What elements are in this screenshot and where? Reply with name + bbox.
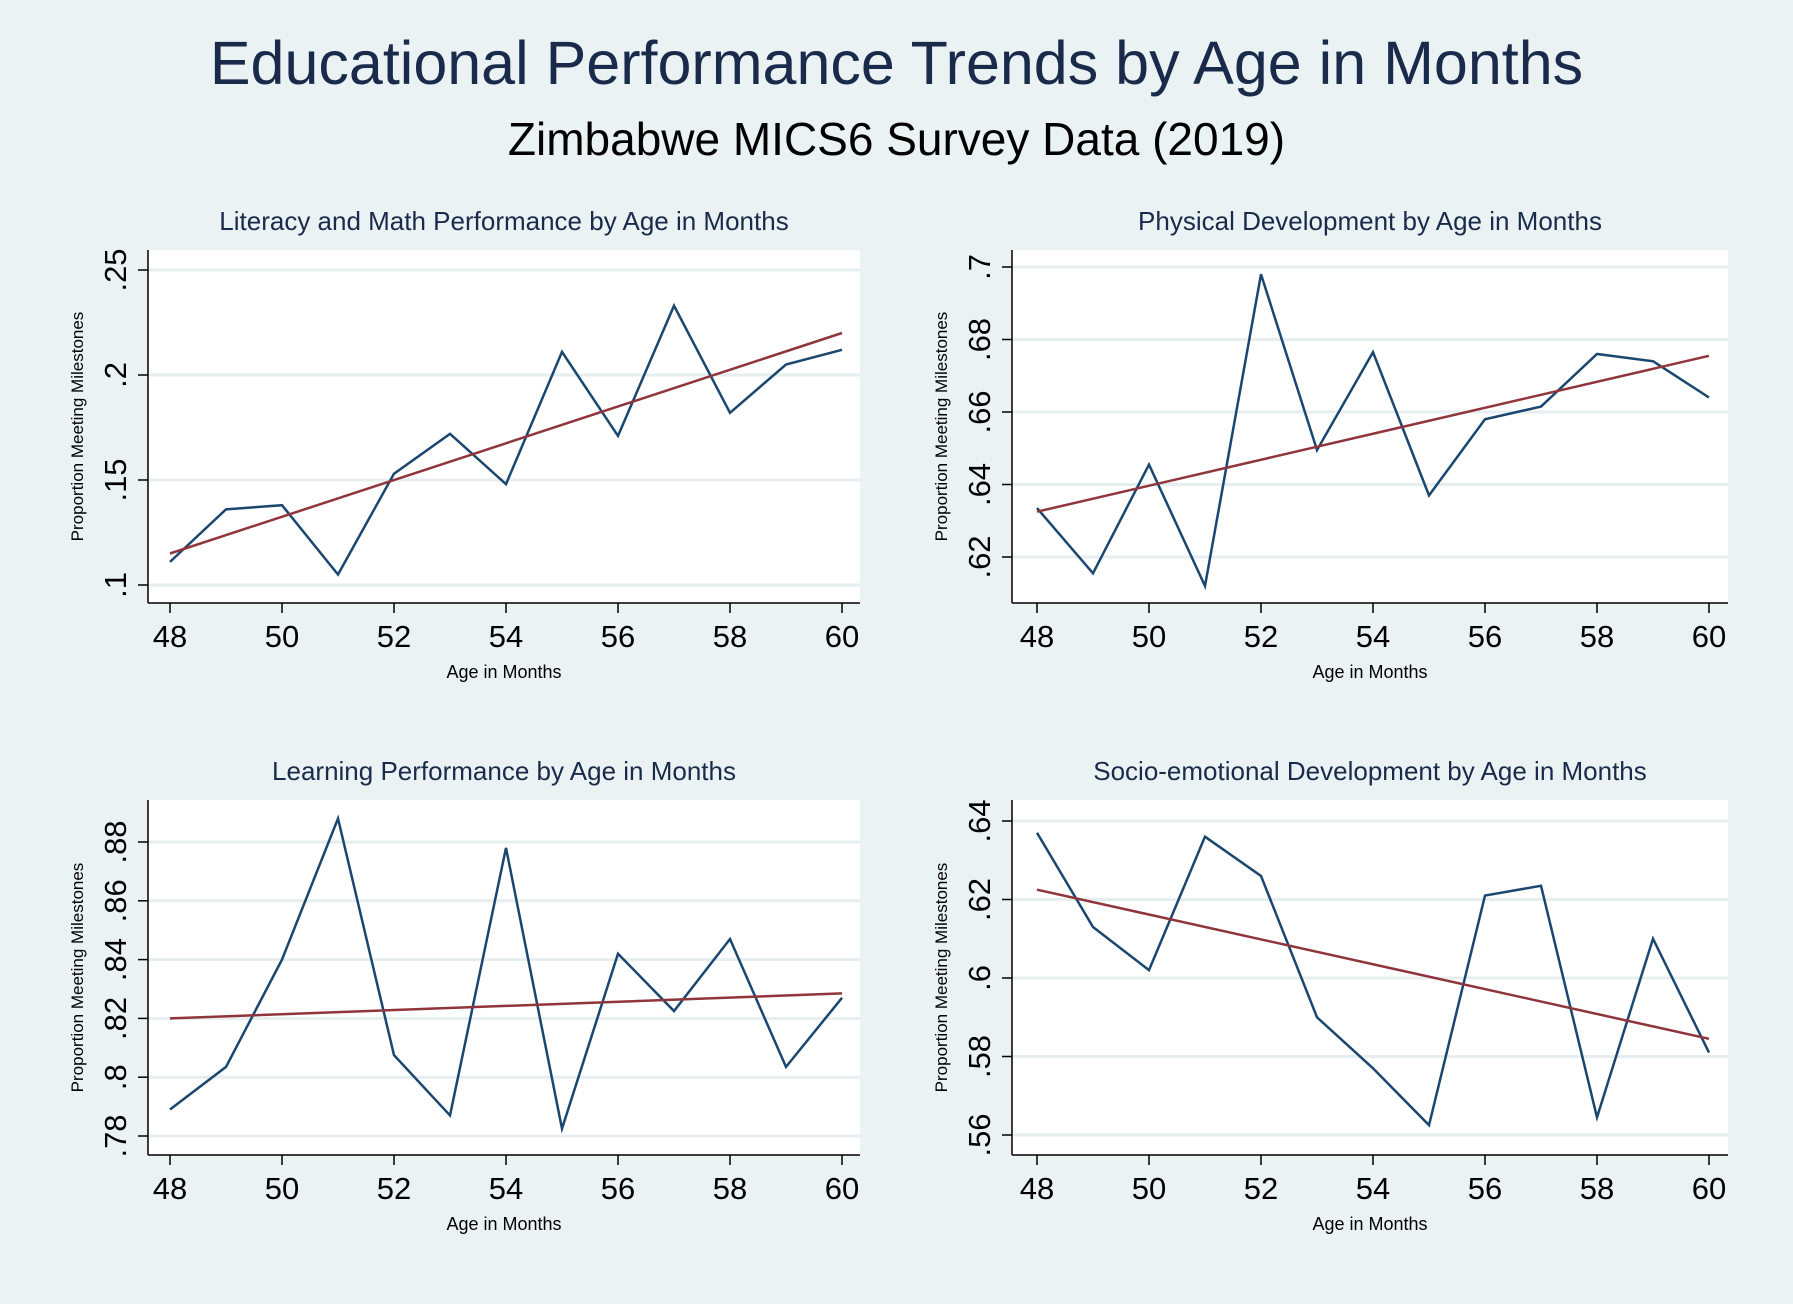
fit-line: [169, 992, 843, 1020]
data-series-line: [169, 302, 843, 577]
y-tick-label: .64: [962, 463, 997, 506]
y-tick-label: .84: [98, 938, 133, 981]
fit-line: [1036, 888, 1710, 1041]
y-tick-label: .7: [962, 254, 997, 280]
y-tick-label: .56: [962, 1113, 997, 1156]
y-tick-label: .15: [98, 458, 133, 501]
chart-panel-4: .56 .58 .6 .62 .64 48 50 52 54 56 58 60 Socio-emotio…: [932, 756, 1728, 1234]
data-series-line: [1035, 832, 1711, 1128]
x-tick-label: 58: [713, 1171, 747, 1206]
y-tick-label: .1: [98, 572, 133, 598]
y-tick-label: .64: [962, 799, 997, 842]
y-tick-label: .6: [962, 965, 997, 991]
x-tick-label: 50: [265, 619, 299, 654]
fit-line: [1036, 354, 1710, 513]
y-axis-label: Proportion Meeting Milestones: [932, 863, 951, 1093]
y-axis-label: Proportion Meeting Milestones: [68, 863, 87, 1093]
x-tick-label: 54: [1356, 619, 1390, 654]
x-tick-label: 60: [1692, 619, 1726, 654]
y-tick-label: .2: [98, 362, 133, 388]
plot-area: [1012, 250, 1728, 603]
y-tick-label: .82: [98, 997, 133, 1040]
x-axis-label: Age in Months: [446, 1214, 561, 1234]
x-tick-label: 52: [1244, 619, 1278, 654]
plot-area: [148, 250, 860, 603]
y-tick-label: .62: [962, 535, 997, 578]
x-tick-label: 48: [153, 1171, 187, 1206]
x-tick-label: 50: [265, 1171, 299, 1206]
x-tick-label: 60: [1692, 1171, 1726, 1206]
x-tick-label: 52: [1244, 1171, 1278, 1206]
chart-panel-2: .62 .64 .66 .68 .7 48 50 52 54 56 58 60 Physical Dev…: [932, 206, 1728, 682]
x-tick-label: 54: [489, 619, 523, 654]
y-tick-label: .86: [98, 879, 133, 922]
x-tick-label: 52: [377, 1171, 411, 1206]
y-tick-label: .88: [98, 820, 133, 863]
x-axis-label: Age in Months: [446, 662, 561, 682]
y-tick-label: .62: [962, 878, 997, 921]
y-axis-label: Proportion Meeting Milestones: [932, 312, 951, 542]
y-tick-label: .66: [962, 390, 997, 433]
panel-title: Socio-emotional Development by Age in Mo…: [1093, 756, 1647, 786]
x-axis-label: Age in Months: [1312, 662, 1427, 682]
x-tick-label: 52: [377, 619, 411, 654]
x-tick-label: 58: [1580, 1171, 1614, 1206]
x-tick-label: 60: [825, 619, 859, 654]
x-tick-label: 60: [825, 1171, 859, 1206]
data-series-line: [169, 814, 843, 1134]
x-tick-label: 48: [1020, 619, 1054, 654]
figure-title: Educational Performance Trends by Age in…: [209, 29, 1584, 97]
y-tick-label: .8: [98, 1064, 133, 1090]
x-tick-label: 56: [601, 619, 635, 654]
x-tick-label: 48: [153, 619, 187, 654]
x-tick-label: 58: [1580, 619, 1614, 654]
panel-title: Learning Performance by Age in Months: [272, 756, 736, 786]
x-axis-label: Age in Months: [1312, 1214, 1427, 1234]
x-tick-label: 50: [1132, 619, 1166, 654]
chart-panel-3: .78 .8 .82 .84 .86 .88 48 50 52 54 56 58 60 Learning …: [68, 756, 860, 1234]
panel-title: Literacy and Math Performance by Age in …: [219, 206, 788, 236]
x-tick-label: 48: [1020, 1171, 1054, 1206]
x-tick-label: 54: [1356, 1171, 1390, 1206]
y-axis-label: Proportion Meeting Milestones: [68, 312, 87, 542]
panel-title: Physical Development by Age in Months: [1138, 206, 1602, 236]
x-tick-label: 50: [1132, 1171, 1166, 1206]
y-tick-label: .25: [98, 248, 133, 291]
y-tick-label: .58: [962, 1035, 997, 1078]
x-tick-label: 56: [1468, 1171, 1502, 1206]
x-tick-label: 54: [489, 1171, 523, 1206]
figure-subtitle: Zimbabwe MICS6 Survey Data (2019): [507, 113, 1286, 165]
x-tick-label: 56: [1468, 619, 1502, 654]
fit-line: [169, 331, 843, 555]
x-tick-label: 56: [601, 1171, 635, 1206]
y-tick-label: .68: [962, 318, 997, 361]
chart-panel-1: .1 .15 .2 .25 48 50 52 54 56 58 60 Literacy and Mat…: [68, 206, 860, 682]
y-tick-label: .78: [98, 1114, 133, 1157]
x-tick-label: 58: [713, 619, 747, 654]
data-series-line: [1036, 273, 1710, 591]
